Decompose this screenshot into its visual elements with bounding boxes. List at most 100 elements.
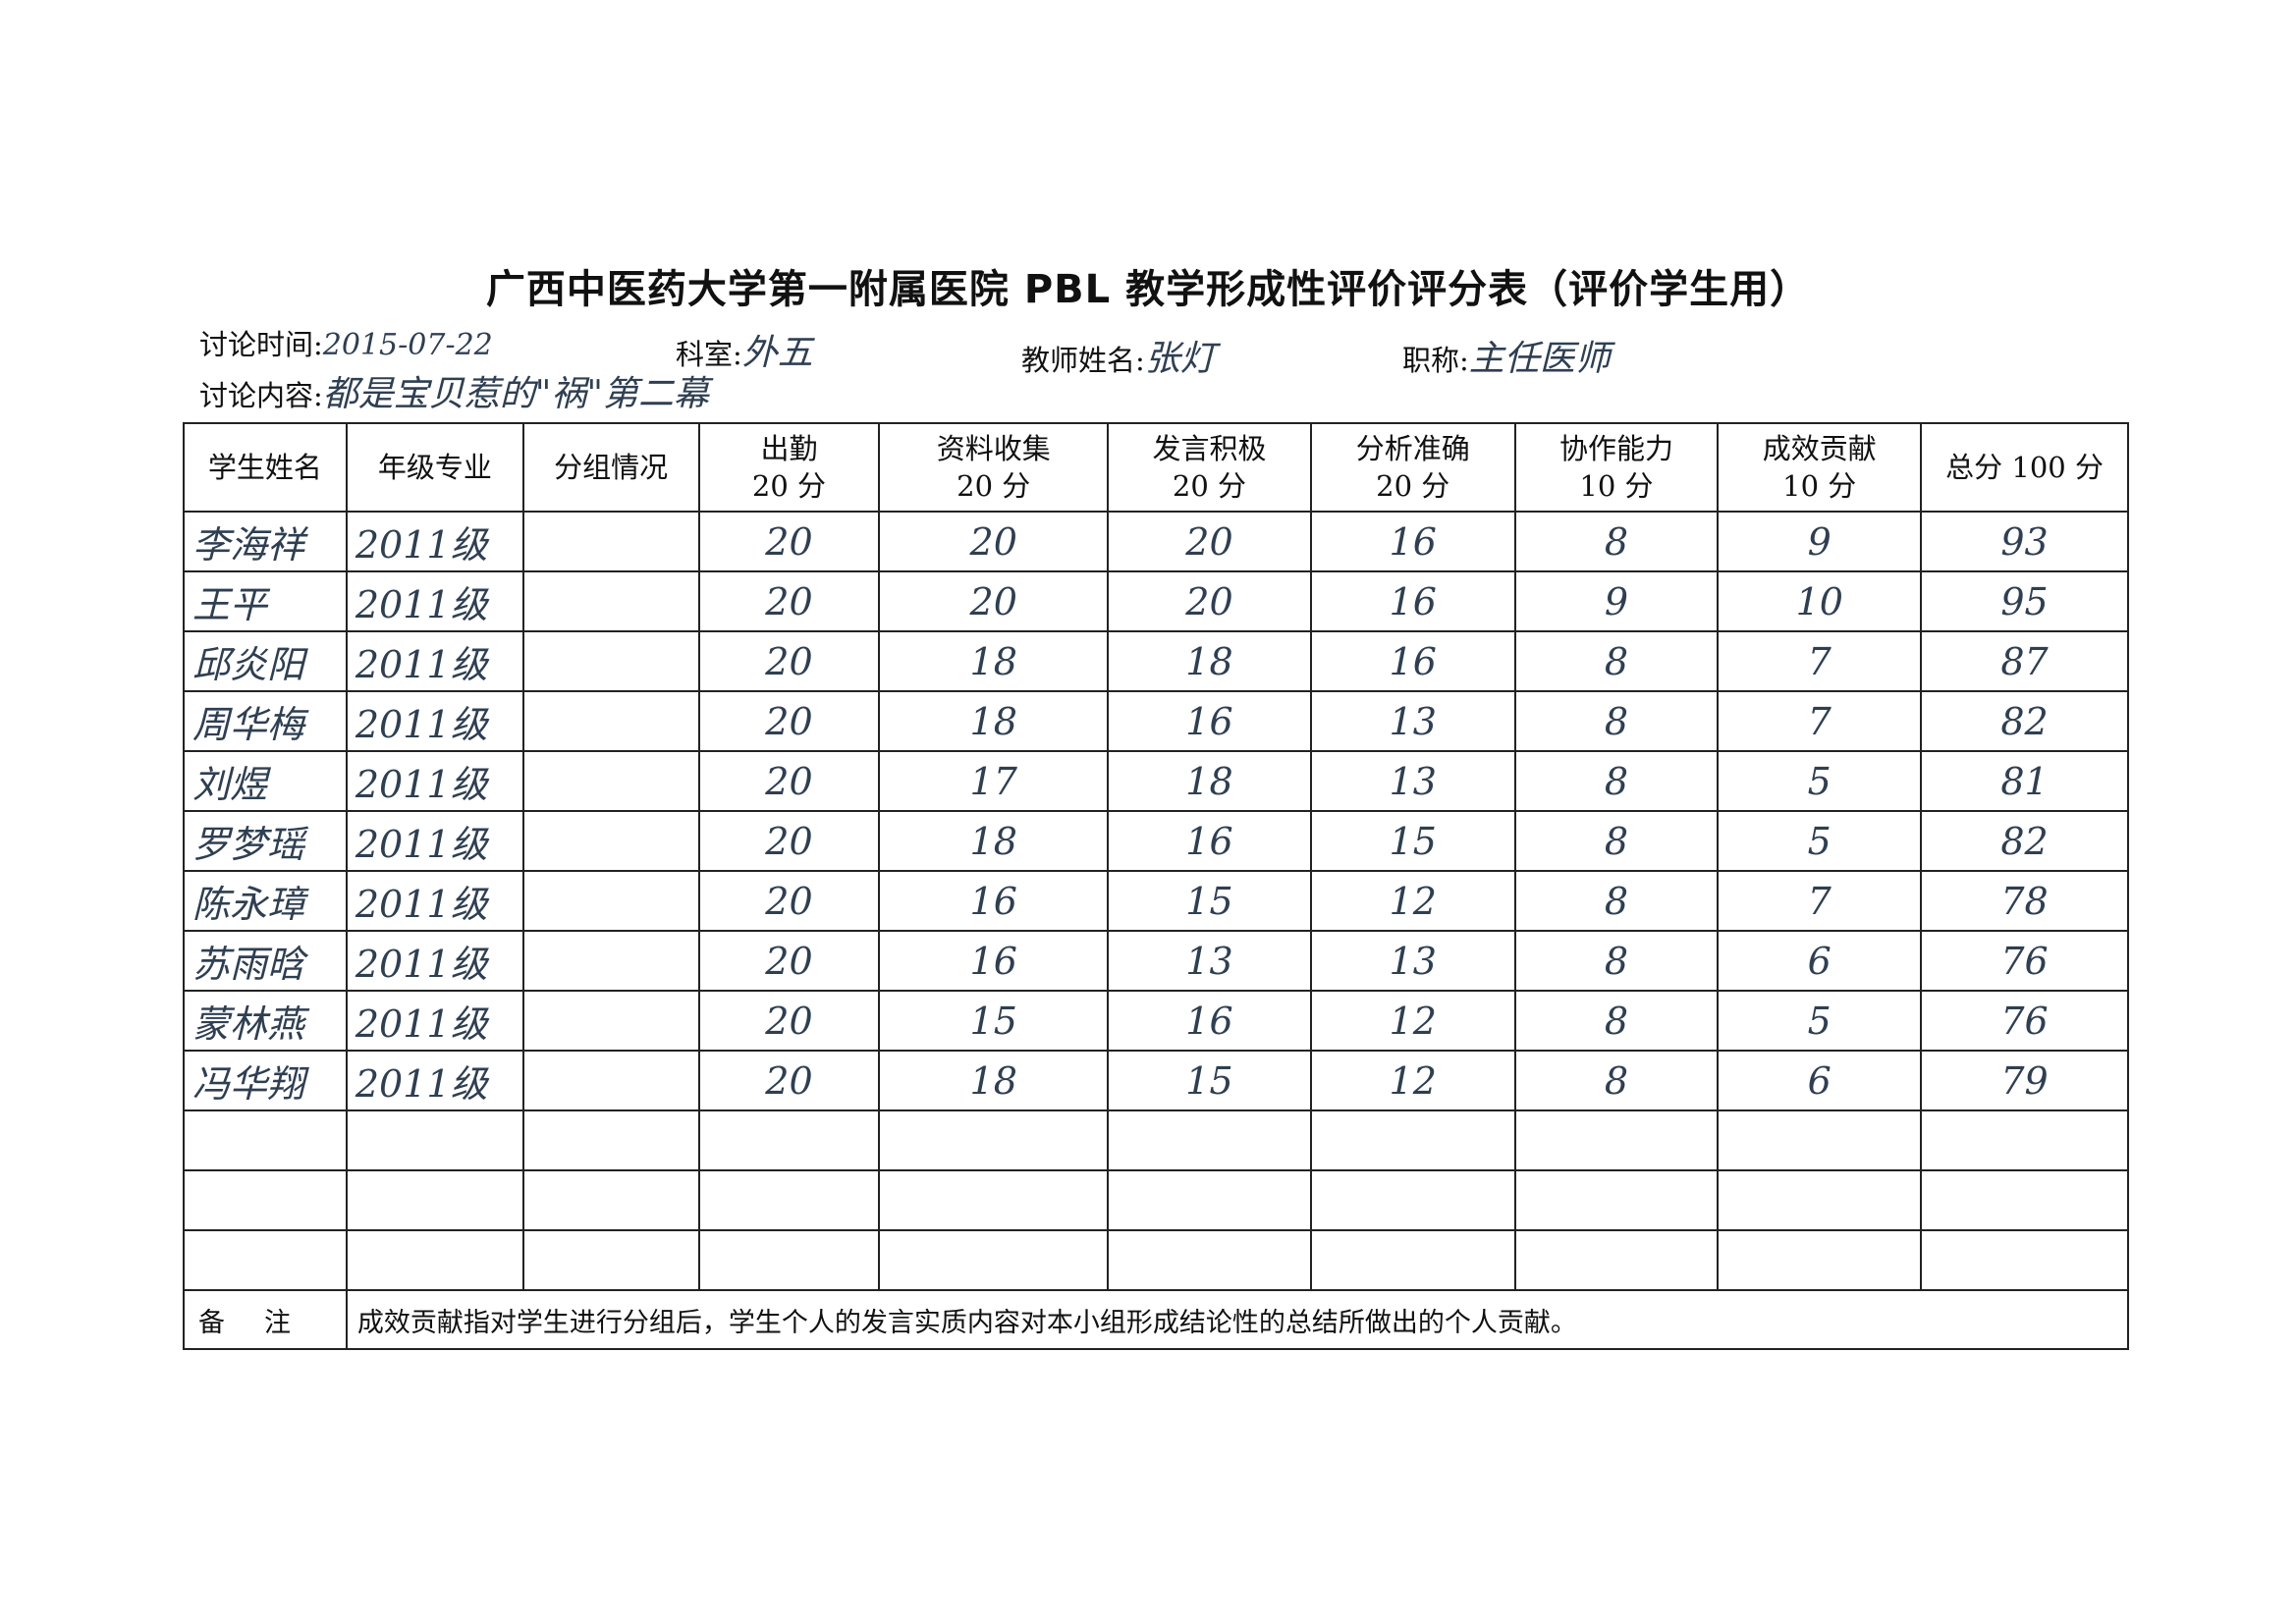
empty-cell bbox=[345, 1109, 524, 1171]
cell-analysis: 15 bbox=[1309, 810, 1516, 872]
empty-cell bbox=[1513, 1109, 1720, 1171]
cell-contribution: 7 bbox=[1717, 630, 1923, 692]
cell-grade: 2011级 bbox=[345, 690, 524, 752]
column-header: 分组情况 bbox=[521, 422, 700, 513]
empty-cell bbox=[1920, 1109, 2129, 1171]
empty-cell bbox=[521, 1169, 700, 1231]
cell-grade: 2011级 bbox=[345, 630, 524, 692]
cell-total: 78 bbox=[1920, 870, 2129, 932]
cell-attendance: 20 bbox=[697, 1050, 881, 1111]
empty-cell bbox=[1717, 1229, 1923, 1291]
cell-contribution: 5 bbox=[1717, 750, 1923, 812]
cell-speaking: 18 bbox=[1107, 750, 1312, 812]
department: 科室:外五 bbox=[676, 324, 813, 375]
cell-materials: 18 bbox=[878, 690, 1110, 752]
cell-cooperation: 8 bbox=[1513, 870, 1720, 932]
cell-materials: 15 bbox=[878, 990, 1110, 1052]
cell-grade: 2011级 bbox=[345, 570, 524, 632]
cell-total: 82 bbox=[1920, 690, 2129, 752]
cell-total: 76 bbox=[1920, 990, 2129, 1052]
empty-cell bbox=[697, 1169, 881, 1231]
empty-cell bbox=[1107, 1169, 1312, 1231]
cell-attendance: 20 bbox=[697, 630, 881, 692]
cell-materials: 20 bbox=[878, 511, 1110, 572]
cell-grade: 2011级 bbox=[345, 810, 524, 872]
cell-contribution: 6 bbox=[1717, 930, 1923, 992]
cell-grade: 2011级 bbox=[345, 1050, 524, 1111]
cell-group bbox=[521, 630, 700, 692]
cell-cooperation: 8 bbox=[1513, 690, 1720, 752]
cell-analysis: 16 bbox=[1309, 511, 1516, 572]
column-header: 总分 100 分 bbox=[1920, 422, 2129, 513]
cell-name: 冯华翔 bbox=[183, 1050, 348, 1111]
cell-total: 82 bbox=[1920, 810, 2129, 872]
cell-speaking: 16 bbox=[1107, 990, 1312, 1052]
cell-attendance: 20 bbox=[697, 930, 881, 992]
empty-cell bbox=[697, 1229, 881, 1291]
table-row: 苏雨晗 2011级 20 16 13 13 8 6 76 bbox=[183, 930, 2129, 992]
empty-cell bbox=[521, 1229, 700, 1291]
empty-cell bbox=[1309, 1229, 1516, 1291]
time-label: 讨论时间: bbox=[199, 328, 323, 361]
empty-cell bbox=[1513, 1169, 1720, 1231]
cell-cooperation: 8 bbox=[1513, 930, 1720, 992]
empty-cell bbox=[1717, 1109, 1923, 1171]
column-header: 发言积极 20 分 bbox=[1107, 422, 1312, 513]
rank-value: 主任医师 bbox=[1468, 339, 1611, 379]
empty-cell bbox=[183, 1109, 348, 1171]
table-row: 陈永璋 2011级 20 16 15 12 8 7 78 bbox=[183, 870, 2129, 932]
cell-cooperation: 8 bbox=[1513, 750, 1720, 812]
note-row: 备注 成效贡献指对学生进行分组后，学生个人的发言实质内容对本小组形成结论性的总结所… bbox=[183, 1289, 2130, 1350]
teacher-label: 教师姓名: bbox=[1021, 344, 1145, 377]
cell-total: 87 bbox=[1920, 630, 2129, 692]
form-title: 广西中医药大学第一附属医院 PBL 教学形成性评价评分表（评价学生用） bbox=[485, 267, 1811, 312]
cell-name: 刘煜 bbox=[183, 750, 348, 812]
empty-cell bbox=[521, 1109, 700, 1171]
cell-analysis: 13 bbox=[1309, 690, 1516, 752]
table-row: 蒙林燕 2011级 20 15 16 12 8 5 76 bbox=[183, 990, 2129, 1052]
cell-group bbox=[521, 1050, 700, 1111]
time-value: 2015-07-22 bbox=[322, 328, 493, 362]
table-row: 冯华翔 2011级 20 18 15 12 8 6 79 bbox=[183, 1050, 2129, 1111]
header-row: 学生姓名 年级专业 分组情况 出勤 20 分资料收集 20 分发言积极 20 分分析准… bbox=[183, 422, 2129, 513]
cell-analysis: 12 bbox=[1309, 990, 1516, 1052]
empty-cell bbox=[1309, 1109, 1516, 1171]
cell-contribution: 10 bbox=[1717, 570, 1923, 632]
table-row: 刘煜 2011级 20 17 18 13 8 5 81 bbox=[183, 750, 2129, 812]
cell-speaking: 20 bbox=[1107, 570, 1312, 632]
cell-name: 周华梅 bbox=[183, 690, 348, 752]
empty-cell bbox=[878, 1229, 1110, 1291]
cell-group bbox=[521, 690, 700, 752]
cell-speaking: 15 bbox=[1107, 1050, 1312, 1111]
cell-total: 93 bbox=[1920, 511, 2129, 572]
cell-name: 王平 bbox=[183, 570, 348, 632]
cell-attendance: 20 bbox=[697, 810, 881, 872]
cell-grade: 2011级 bbox=[345, 990, 524, 1052]
cell-grade: 2011级 bbox=[345, 870, 524, 932]
empty-cell bbox=[1717, 1169, 1923, 1231]
cell-group bbox=[521, 570, 700, 632]
column-header: 学生姓名 bbox=[183, 422, 348, 513]
table-row: 李海祥 2011级 20 20 20 16 8 9 93 bbox=[183, 511, 2129, 572]
note-label: 备注 bbox=[183, 1289, 348, 1350]
cell-cooperation: 9 bbox=[1513, 570, 1720, 632]
cell-speaking: 18 bbox=[1107, 630, 1312, 692]
empty-cell bbox=[1513, 1229, 1720, 1291]
table-row: 周华梅 2011级 20 18 16 13 8 7 82 bbox=[183, 690, 2129, 752]
cell-grade: 2011级 bbox=[345, 511, 524, 572]
cell-attendance: 20 bbox=[697, 690, 881, 752]
teacher-name: 教师姓名:张灯 bbox=[1021, 330, 1216, 381]
empty-cell bbox=[1107, 1109, 1312, 1171]
cell-materials: 16 bbox=[878, 930, 1110, 992]
cell-contribution: 7 bbox=[1717, 870, 1923, 932]
discussion-time: 讨论时间:2015-07-22 bbox=[199, 322, 493, 363]
cell-contribution: 7 bbox=[1717, 690, 1923, 752]
column-header: 资料收集 20 分 bbox=[878, 422, 1110, 513]
cell-group bbox=[521, 870, 700, 932]
cell-attendance: 20 bbox=[697, 750, 881, 812]
cell-contribution: 6 bbox=[1717, 1050, 1923, 1111]
content-value: 都是宝贝惹的"祸"第二幕 bbox=[322, 374, 709, 414]
empty-cell bbox=[183, 1169, 348, 1231]
rank-label: 职称: bbox=[1402, 344, 1469, 377]
cell-group bbox=[521, 930, 700, 992]
